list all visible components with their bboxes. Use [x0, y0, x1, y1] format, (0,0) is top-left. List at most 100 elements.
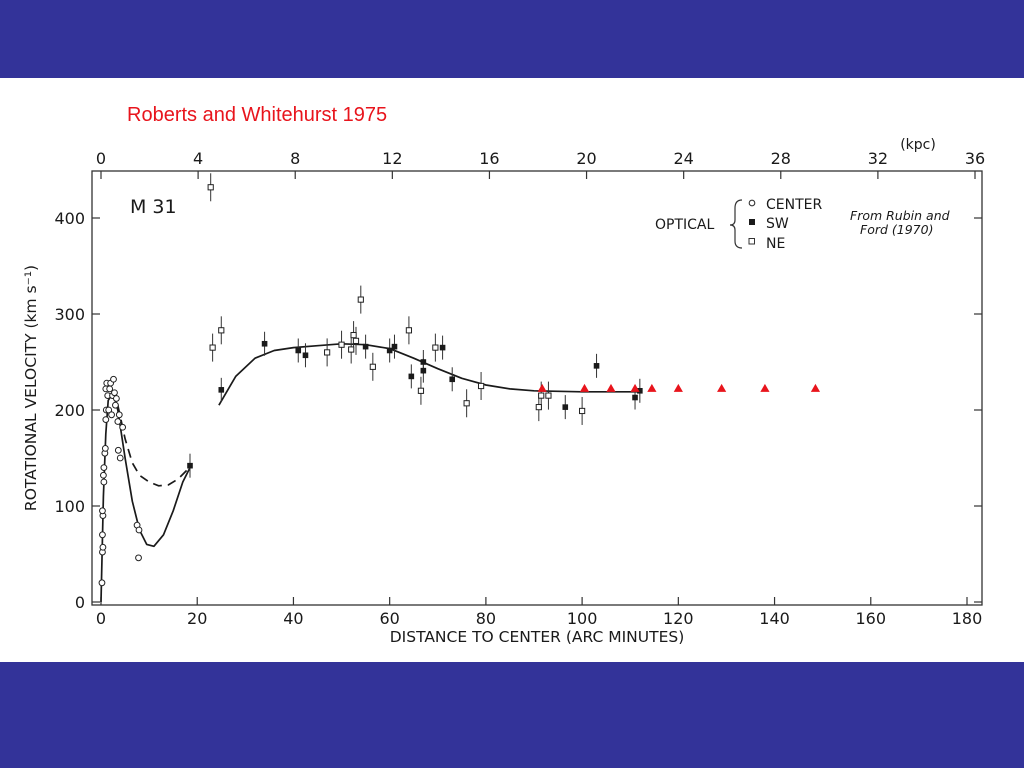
sw-point	[261, 340, 268, 347]
sw-point	[218, 387, 225, 393]
center-point	[114, 446, 122, 454]
ne-point	[324, 349, 331, 356]
center-point	[102, 416, 110, 424]
legend-sw-marker	[749, 219, 755, 225]
center-point	[101, 445, 109, 452]
sw-point	[187, 462, 193, 469]
red-triangle-point	[717, 383, 727, 392]
x-tick-label: 80	[476, 609, 496, 628]
top-tick-label: 36	[965, 149, 985, 168]
sw-point	[386, 347, 393, 354]
sw-point	[391, 343, 398, 350]
top-tick-label: 8	[290, 149, 300, 168]
y-axis-title: ROTATIONAL VELOCITY (km s⁻¹)	[22, 265, 40, 511]
ne-point	[535, 404, 542, 411]
red-triangle-point	[760, 383, 770, 392]
center-point	[112, 395, 120, 402]
legend: OPTICAL CENTER SW NE From Rubin and Ford…	[655, 197, 950, 252]
legend-brace	[729, 199, 743, 249]
sw-point	[439, 344, 446, 351]
ne-point	[218, 327, 225, 334]
red-triangle-point	[647, 383, 657, 392]
center-point	[116, 454, 124, 462]
center-point	[100, 464, 108, 472]
x-tick-label: 100	[567, 609, 598, 628]
center-point	[119, 423, 127, 431]
red-triangle-point	[673, 383, 683, 392]
y-tick-label: 300	[54, 305, 85, 324]
center-point	[100, 471, 107, 479]
center-point	[114, 418, 122, 425]
center-point	[112, 401, 119, 409]
ne-point	[348, 346, 355, 353]
x-tick-label: 160	[856, 609, 887, 628]
model-curve-dashed	[116, 405, 189, 487]
ne-point	[207, 184, 214, 191]
x-axis-title: DISTANCE TO CENTER (ARC MINUTES)	[390, 628, 685, 646]
top-tick-label: 0	[96, 149, 106, 168]
ne-point	[369, 363, 376, 370]
error-bars	[189, 173, 641, 478]
red-triangle-point	[579, 383, 590, 392]
top-tick-label: 28	[771, 149, 791, 168]
sw-point	[420, 367, 427, 374]
legend-center-marker	[748, 199, 756, 207]
center-point	[98, 579, 106, 587]
ne-point	[463, 400, 470, 407]
red-triangle-point	[630, 383, 640, 392]
center-point	[105, 406, 113, 414]
red-triangle-point	[810, 383, 821, 392]
ne-point	[432, 344, 439, 351]
sw-point	[302, 352, 309, 359]
ne-point	[357, 296, 364, 303]
red-triangle-point	[537, 383, 547, 392]
panel-label: M 31	[130, 196, 177, 218]
legend-group-label: OPTICAL	[655, 217, 714, 233]
sw-point	[362, 343, 369, 350]
sw-point	[295, 347, 302, 354]
sw-point	[408, 373, 415, 380]
center-point	[100, 478, 108, 486]
model-curve-solid	[218, 342, 640, 406]
red-triangle-point	[606, 383, 616, 392]
ne-point	[405, 327, 413, 334]
y-tick-label: 200	[54, 401, 85, 420]
y-tick-label: 100	[54, 497, 85, 516]
top-tick-label: 4	[193, 149, 203, 168]
sw-point	[637, 388, 643, 394]
top-tick-label: 24	[673, 149, 693, 168]
ne-point	[417, 387, 425, 394]
sw-point	[593, 363, 600, 369]
center-point	[99, 507, 106, 515]
y-tick-label: 0	[75, 593, 85, 612]
x-tick-label: 0	[96, 609, 106, 628]
x-tick-label: 20	[187, 609, 207, 628]
ne-point	[350, 332, 357, 339]
center-point	[99, 543, 107, 551]
legend-ne-marker	[748, 238, 755, 245]
top-band	[0, 0, 1024, 78]
top-tick-label: 32	[868, 149, 888, 168]
sw-point	[632, 394, 638, 401]
legend-citation-1: From Rubin and	[850, 208, 950, 223]
x-tick-label: 180	[952, 609, 983, 628]
legend-sw-label: SW	[766, 216, 789, 232]
legend-citation-2: Ford (1970)	[860, 222, 933, 237]
center-point	[115, 411, 123, 419]
ne-point	[209, 344, 216, 351]
sw-point	[562, 404, 569, 410]
center-point	[135, 554, 142, 562]
bottom-band	[0, 662, 1024, 768]
top-tick-label: 20	[576, 149, 596, 168]
sw-point	[420, 359, 427, 365]
center-point	[135, 526, 143, 534]
x-tick-label: 60	[379, 609, 399, 628]
center-point	[108, 411, 115, 419]
center-point	[110, 375, 117, 383]
top-axis-title: (kpc)	[900, 137, 936, 153]
ne-point	[338, 341, 345, 348]
axis-ticks: 0 20 40 60 80 100 120 140 160 180 0 100 200 300 400 0 4 8…	[54, 149, 985, 628]
center-point	[111, 389, 118, 397]
center-point	[99, 531, 106, 539]
